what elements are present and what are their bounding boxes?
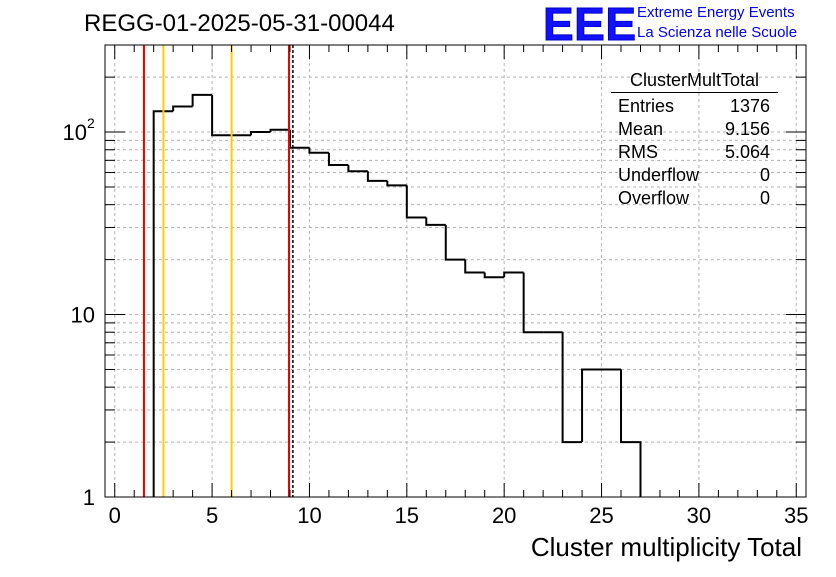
x-tick-label: 35 <box>784 503 808 528</box>
stats-box: ClusterMultTotal Entries 1376 Mean 9.156… <box>611 70 778 210</box>
x-tick-label: 10 <box>297 503 321 528</box>
histogram-bin <box>172 105 193 112</box>
stats-label: RMS <box>618 142 658 162</box>
histogram-bin <box>464 259 485 274</box>
grid-layer <box>105 44 806 498</box>
histogram-bin <box>405 185 427 219</box>
histogram-bin <box>620 369 642 497</box>
histogram-bin <box>308 147 329 154</box>
stats-row-underflow: Underflow 0 <box>611 164 778 187</box>
logo-line1: Extreme Energy Events <box>637 4 795 21</box>
x-axis-title: Cluster multiplicity Total <box>530 532 802 562</box>
histogram-bin <box>425 217 446 226</box>
histogram-bin <box>483 272 505 279</box>
stats-label: Underflow <box>618 165 700 185</box>
logo-line2: La Scienza nelle Scuole <box>637 24 798 41</box>
stats-label: Overflow <box>618 188 690 208</box>
stats-row-mean: Mean 9.156 <box>611 118 778 141</box>
stats-value: 0 <box>759 165 770 185</box>
histogram-layer <box>152 93 642 497</box>
histogram-bin <box>386 180 407 187</box>
stats-value: 1376 <box>729 96 770 116</box>
x-tick-label: 15 <box>395 503 419 528</box>
stats-label: Entries <box>618 96 675 116</box>
x-tick-label: 25 <box>589 503 613 528</box>
stats-row-overflow: Overflow 0 <box>611 187 778 210</box>
histogram-bin <box>191 93 213 107</box>
histogram-bin <box>581 368 602 443</box>
histogram-bin <box>522 272 544 334</box>
histogram-bin <box>503 271 524 278</box>
stats-label: Mean <box>618 119 664 139</box>
plot-frame <box>104 44 807 498</box>
x-tick-label: 5 <box>206 503 218 528</box>
histogram-bin <box>366 171 388 182</box>
stats-value: 5.064 <box>724 142 770 162</box>
stats-row-rms: RMS 5.064 <box>611 141 778 164</box>
chart-title: REGG-01-2025-05-31-00044 <box>84 10 395 37</box>
histogram-bin <box>444 224 466 261</box>
y-tick-label: 10 <box>63 120 87 145</box>
eee-logo: EEE <box>543 2 636 46</box>
histogram-bin <box>269 128 290 133</box>
x-tick-label: 0 <box>109 503 121 528</box>
histogram-bin <box>211 94 232 137</box>
histogram-bin <box>250 131 271 136</box>
histogram-bin <box>347 164 368 173</box>
x-tick-label: 20 <box>492 503 516 528</box>
marker-lines-layer <box>142 45 294 497</box>
eee-logo-text: EEE <box>543 2 635 46</box>
y-tick-label: 1 <box>83 485 95 510</box>
stats-value: 0 <box>759 188 770 208</box>
stats-row-entries: Entries 1376 <box>611 95 778 118</box>
x-tick-label: 30 <box>687 503 711 528</box>
histogram-bin <box>327 152 349 166</box>
stats-title: ClusterMultTotal <box>611 70 778 93</box>
y-tick-label: 10 <box>71 303 95 328</box>
histogram-bin <box>152 110 174 497</box>
y-tick-label-exponent: 2 <box>87 115 95 131</box>
histogram-bin <box>561 332 583 444</box>
stats-value: 9.156 <box>724 119 770 139</box>
